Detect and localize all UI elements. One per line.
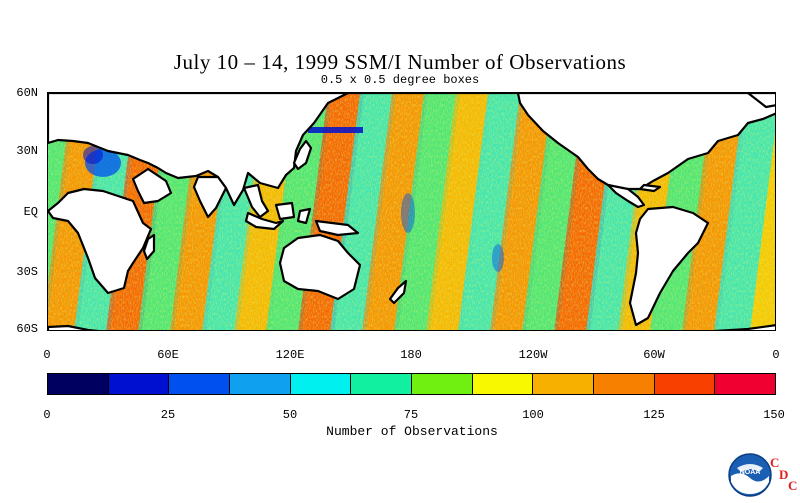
colorbar-swatch-2	[169, 374, 231, 394]
africa	[48, 187, 153, 295]
japan	[292, 139, 313, 171]
arabia	[131, 167, 173, 205]
sumatra-java	[244, 211, 285, 231]
land-masses	[48, 93, 775, 330]
australia	[278, 233, 362, 301]
lon-label-180: 180	[400, 348, 422, 362]
colorbar-swatch-1	[108, 374, 170, 394]
noaa-logo-text: NOAA	[740, 469, 761, 476]
colorbar-title: Number of Observations	[326, 424, 498, 439]
south-america	[628, 205, 710, 327]
lat-label-eq: EQ	[23, 205, 38, 219]
lon-label-0-east: 0	[772, 348, 780, 362]
lon-label-120w: 120W	[518, 348, 548, 362]
caribbean	[638, 183, 662, 193]
colorbar-swatch-3	[230, 374, 291, 394]
colorbar-tick-75: 75	[403, 408, 419, 422]
sulawesi	[296, 207, 312, 225]
colorbar-swatch-6	[412, 374, 473, 394]
lat-label-30n: 30N	[16, 144, 38, 158]
colorbar-swatch-8	[533, 374, 595, 394]
colorbar	[47, 373, 776, 395]
cdc-letter-1: C	[770, 455, 780, 470]
greenland	[746, 93, 775, 109]
lat-label-30s: 30S	[16, 265, 38, 279]
colorbar-swatch-0	[48, 374, 109, 394]
india	[192, 175, 228, 219]
lon-label-0: 0	[43, 348, 51, 362]
map-title: July 10 – 14, 1999 SSM/I Number of Obser…	[173, 50, 627, 74]
colorbar-swatch-11	[715, 374, 776, 394]
antarctica-left	[48, 324, 100, 330]
central-america	[606, 183, 646, 209]
lat-label-60n: 60N	[16, 86, 38, 100]
indochina	[242, 183, 270, 219]
observation-map	[47, 92, 776, 331]
colorbar-tick-25: 25	[160, 408, 176, 422]
cdc-letter-3: C	[788, 478, 798, 493]
colorbar-swatch-7	[472, 374, 534, 394]
madagascar	[142, 233, 156, 261]
cdc-letter-2: D	[779, 467, 789, 482]
colorbar-swatch-5	[351, 374, 413, 394]
borneo	[274, 201, 296, 221]
antarctica-right	[712, 324, 775, 330]
colorbar-tick-50: 50	[282, 408, 298, 422]
new-guinea	[314, 219, 360, 237]
colorbar-swatch-4	[290, 374, 352, 394]
map-subtitle: 0.5 x 0.5 degree boxes	[320, 73, 480, 87]
colorbar-tick-150: 150	[763, 408, 785, 422]
colorbar-tick-100: 100	[522, 408, 544, 422]
lat-label-60s: 60S	[16, 322, 38, 336]
noaa-logo: NOAA	[727, 452, 773, 498]
lon-label-120e: 120E	[275, 348, 305, 362]
new-zealand	[388, 279, 408, 305]
colorbar-swatch-9	[594, 374, 655, 394]
colorbar-swatch-10	[654, 374, 716, 394]
lon-label-60e: 60E	[157, 348, 179, 362]
colorbar-tick-125: 125	[643, 408, 665, 422]
lon-label-60w: 60W	[643, 348, 665, 362]
colorbar-tick-0: 0	[43, 408, 51, 422]
observation-map-canvas	[48, 93, 775, 330]
